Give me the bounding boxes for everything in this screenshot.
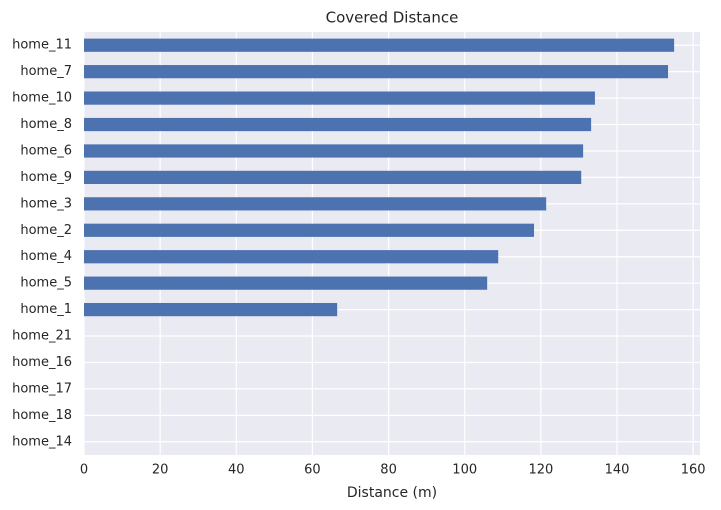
y-tick-label: home_3 (20, 196, 72, 211)
bar (84, 223, 535, 237)
y-tick-label: home_14 (12, 434, 72, 449)
y-tick-label: home_16 (12, 355, 72, 370)
bar (84, 276, 488, 290)
y-tick-label: home_21 (12, 329, 72, 344)
bar (84, 38, 675, 52)
bar (84, 117, 592, 132)
bar (84, 250, 499, 264)
x-tick-label: 0 (80, 463, 88, 478)
bar (84, 144, 584, 158)
y-tick-label: home_9 (20, 170, 72, 185)
bar (84, 91, 595, 105)
y-tick-label: home_11 (12, 38, 72, 53)
x-tick-label: 120 (528, 463, 553, 478)
y-tick-label: home_10 (12, 91, 72, 106)
y-tick-label: home_17 (12, 381, 72, 396)
y-tick-label: home_1 (20, 302, 72, 317)
chart-title: Covered Distance (326, 9, 459, 27)
bar (84, 65, 669, 79)
x-tick-label: 140 (605, 463, 630, 478)
y-tick-label: home_8 (20, 117, 72, 132)
bar (84, 197, 547, 211)
x-tick-label: 80 (380, 463, 397, 478)
y-tick-label: home_2 (20, 223, 72, 238)
y-tick-label: home_18 (12, 408, 72, 423)
y-tick-label: home_4 (20, 249, 72, 264)
bar (84, 302, 338, 317)
x-tick-label: 100 (452, 463, 477, 478)
x-tick-label: 40 (228, 463, 245, 478)
y-tick-label: home_7 (20, 64, 72, 79)
x-tick-label: 20 (152, 463, 169, 478)
x-tick-label: 160 (681, 463, 706, 478)
bar (84, 170, 582, 185)
y-tick-label: home_5 (20, 276, 72, 291)
y-tick-label: home_6 (20, 143, 72, 158)
x-tick-label: 60 (304, 463, 321, 478)
x-axis-label: Distance (m) (347, 485, 437, 501)
